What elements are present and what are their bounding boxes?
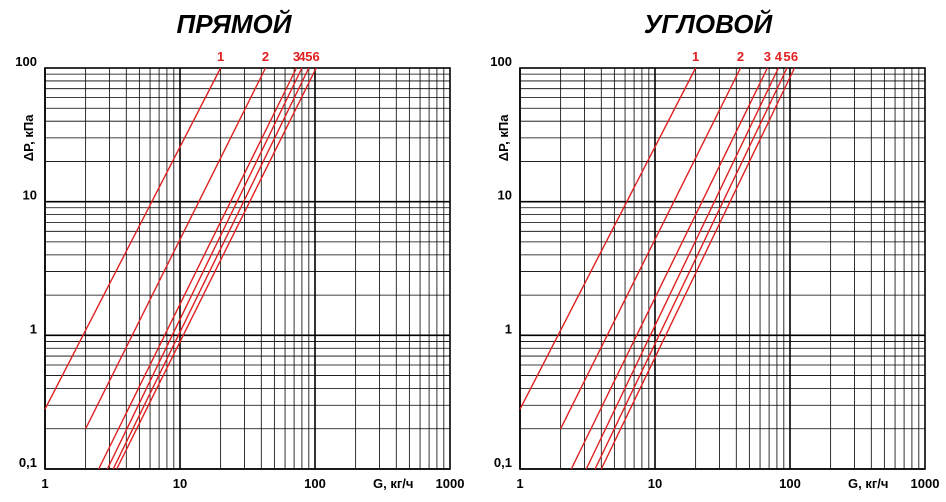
series-label-1: 1 [217,49,224,64]
series-line-5 [112,67,310,470]
series-line-3 [98,67,298,470]
x-tick-label: 10 [648,476,662,491]
x-axis-label: G, кг/ч [848,476,888,491]
series-line-6 [600,67,796,470]
x-tick-label: 1000 [911,476,940,491]
x-axis-label: G, кг/ч [373,476,413,491]
plot-frame [44,67,451,470]
series-line-5 [594,67,788,470]
x-tick-label: 100 [304,476,326,491]
y-axis-label: ΔP, кПа [496,114,511,161]
y-tick-label: 10 [498,188,512,203]
chart-panel-1: ПРЯМОЙ 1 2 34 5 6 1 10 100 1000 0,1 1 10 100 G, кг/ч ΔP… [15,9,464,491]
x-tick-label: 100 [779,476,801,491]
series-line-1 [44,67,222,410]
series-label-2: 2 [262,49,269,64]
grid [44,68,450,470]
chart-title: ПРЯМОЙ [177,9,293,39]
series-label-2: 2 [737,49,744,64]
series-label-6: 6 [791,49,798,64]
series-line-2 [559,67,742,430]
plot-frame [519,67,926,470]
y-tick-label: 100 [15,54,37,69]
x-tick-label: 1 [41,476,48,491]
series-line-2 [84,67,267,430]
grid [519,68,925,470]
chart-panel-2: УГЛОВОЙ 1 2 3 4 5 6 1 10 100 1000 0,1 1 10 100 G, кг/ч Δ… [490,9,939,491]
series-label-3: 3 [293,49,300,64]
x-tick-label: 1000 [436,476,465,491]
series-label-3: 3 [764,49,771,64]
x-tick-label: 1 [516,476,523,491]
y-tick-label: 1 [505,321,512,336]
series-label-4: 4 [298,49,306,64]
series-label-6: 6 [313,49,320,64]
series-label-4: 4 [775,49,783,64]
series-label-5: 5 [305,49,312,64]
chart-title: УГЛОВОЙ [644,9,774,39]
series-label-5: 5 [783,49,790,64]
y-axis-label: ΔP, кПа [21,114,36,161]
x-tick-label: 10 [173,476,187,491]
series-label-1: 1 [692,49,699,64]
y-tick-label: 0,1 [19,455,37,470]
series-line-6 [116,67,317,470]
y-tick-label: 1 [30,321,37,336]
series-line-3 [570,67,769,470]
series-line-4 [585,67,780,470]
series-line-4 [106,67,303,470]
y-tick-label: 10 [23,188,37,203]
series-line-1 [519,67,697,410]
y-tick-label: 100 [490,54,512,69]
y-tick-label: 0,1 [494,455,512,470]
